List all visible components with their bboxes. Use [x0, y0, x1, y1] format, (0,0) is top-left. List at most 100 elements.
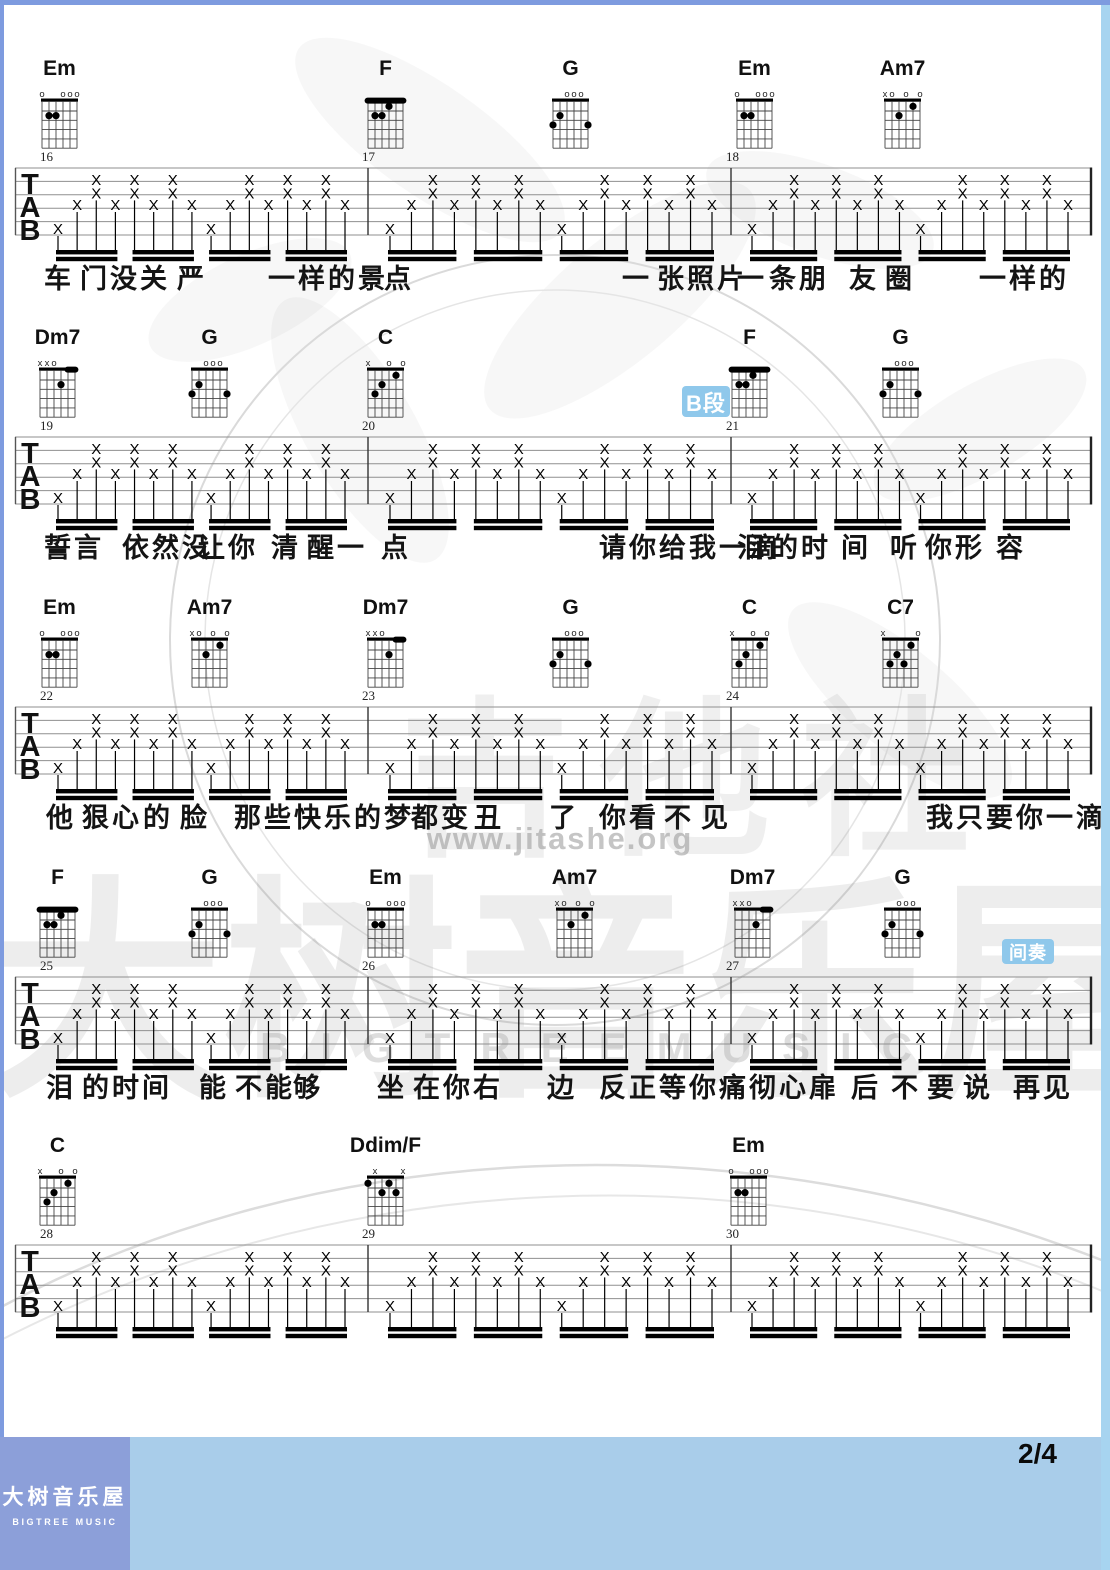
svg-text:X: X — [91, 711, 101, 728]
svg-text:X: X — [149, 197, 159, 214]
svg-text:X: X — [514, 186, 524, 203]
svg-text:X: X — [283, 995, 293, 1012]
lyric: 间 — [142, 1073, 172, 1103]
svg-text:X: X — [1042, 186, 1052, 203]
svg-text:x: x — [373, 628, 378, 639]
svg-text:o: o — [58, 1166, 63, 1177]
svg-text:G: G — [892, 326, 908, 349]
svg-text:X: X — [471, 995, 481, 1012]
svg-text:X: X — [492, 197, 502, 214]
chord-diagram-Em: Emo o o o — [39, 57, 80, 149]
svg-text:X: X — [187, 1274, 197, 1291]
svg-text:X: X — [831, 172, 841, 189]
lyric: 再见 — [1013, 1073, 1073, 1103]
svg-text:X: X — [831, 455, 841, 472]
svg-text:X: X — [958, 995, 968, 1012]
svg-text:X: X — [302, 1006, 312, 1023]
svg-text:X: X — [263, 197, 273, 214]
svg-text:X: X — [578, 1006, 588, 1023]
svg-text:X: X — [110, 197, 120, 214]
svg-text:X: X — [852, 1006, 862, 1023]
logo-subtitle: BIGTREE MUSIC — [12, 1517, 118, 1527]
svg-text:o: o — [764, 628, 769, 639]
svg-text:X: X — [168, 725, 178, 742]
svg-text:X: X — [747, 221, 757, 238]
svg-text:X: X — [471, 1263, 481, 1280]
svg-text:F: F — [379, 57, 392, 80]
svg-text:o: o — [762, 89, 767, 100]
measure-number: 22 — [40, 688, 53, 703]
svg-text:X: X — [263, 736, 273, 753]
svg-text:X: X — [1021, 466, 1031, 483]
lyric: 心扉 — [779, 1073, 839, 1103]
svg-text:X: X — [1000, 441, 1010, 458]
lyric: 点 — [381, 533, 411, 563]
svg-text:Em: Em — [43, 596, 76, 619]
lyric: 你看 — [599, 803, 659, 833]
measure-number: 30 — [726, 1226, 739, 1241]
svg-text:X: X — [958, 711, 968, 728]
svg-text:o: o — [589, 898, 594, 909]
svg-text:X: X — [1042, 455, 1052, 472]
svg-text:X: X — [873, 725, 883, 742]
lyric: 脸 — [180, 803, 210, 833]
svg-text:X: X — [643, 995, 653, 1012]
svg-text:X: X — [894, 466, 904, 483]
svg-text:X: X — [1042, 711, 1052, 728]
chord-diagram-Em: Emo o o o — [734, 57, 775, 149]
svg-text:X: X — [747, 760, 757, 777]
lyric: 一 — [622, 264, 652, 294]
svg-text:X: X — [244, 725, 254, 742]
svg-text:X: X — [168, 455, 178, 472]
svg-text:X: X — [225, 736, 235, 753]
svg-text:X: X — [789, 1263, 799, 1280]
svg-text:X: X — [130, 455, 140, 472]
svg-text:X: X — [578, 466, 588, 483]
svg-text:o: o — [67, 89, 72, 100]
svg-text:X: X — [664, 1274, 674, 1291]
lyric: 严 — [177, 264, 207, 294]
svg-text:X: X — [321, 995, 331, 1012]
svg-text:X: X — [557, 1298, 567, 1315]
svg-text:X: X — [449, 197, 459, 214]
svg-text:X: X — [686, 455, 696, 472]
svg-text:X: X — [130, 995, 140, 1012]
svg-text:X: X — [621, 1274, 631, 1291]
svg-text:X: X — [187, 1006, 197, 1023]
measure-number: 29 — [362, 1226, 375, 1241]
measure-number: 23 — [362, 688, 375, 703]
svg-text:X: X — [937, 736, 947, 753]
lyric: 门没 — [80, 264, 140, 294]
svg-text:X: X — [206, 221, 216, 238]
svg-text:X: X — [600, 995, 610, 1012]
svg-text:X: X — [321, 172, 331, 189]
chord-diagram-F: F — [36, 866, 79, 958]
svg-text:o: o — [578, 628, 583, 639]
svg-text:X: X — [894, 197, 904, 214]
svg-text:o: o — [564, 89, 569, 100]
svg-text:x: x — [190, 628, 195, 639]
svg-text:X: X — [916, 1030, 926, 1047]
svg-text:X: X — [1000, 455, 1010, 472]
svg-text:X: X — [492, 466, 502, 483]
chord-diagram-G: Go o o — [879, 326, 922, 418]
svg-text:X: X — [149, 736, 159, 753]
svg-text:o: o — [39, 89, 44, 100]
svg-text:x: x — [881, 628, 886, 639]
svg-text:X: X — [449, 466, 459, 483]
svg-text:X: X — [321, 186, 331, 203]
svg-text:X: X — [149, 1006, 159, 1023]
svg-text:X: X — [600, 186, 610, 203]
svg-text:X: X — [385, 1298, 395, 1315]
lyric: 反正等你痛彻 — [599, 1073, 779, 1103]
svg-text:X: X — [1000, 172, 1010, 189]
svg-text:X: X — [600, 172, 610, 189]
svg-text:X: X — [91, 186, 101, 203]
svg-text:G: G — [201, 326, 217, 349]
svg-text:X: X — [768, 197, 778, 214]
svg-text:X: X — [1042, 725, 1052, 742]
svg-text:o: o — [60, 628, 65, 639]
svg-text:o: o — [755, 89, 760, 100]
